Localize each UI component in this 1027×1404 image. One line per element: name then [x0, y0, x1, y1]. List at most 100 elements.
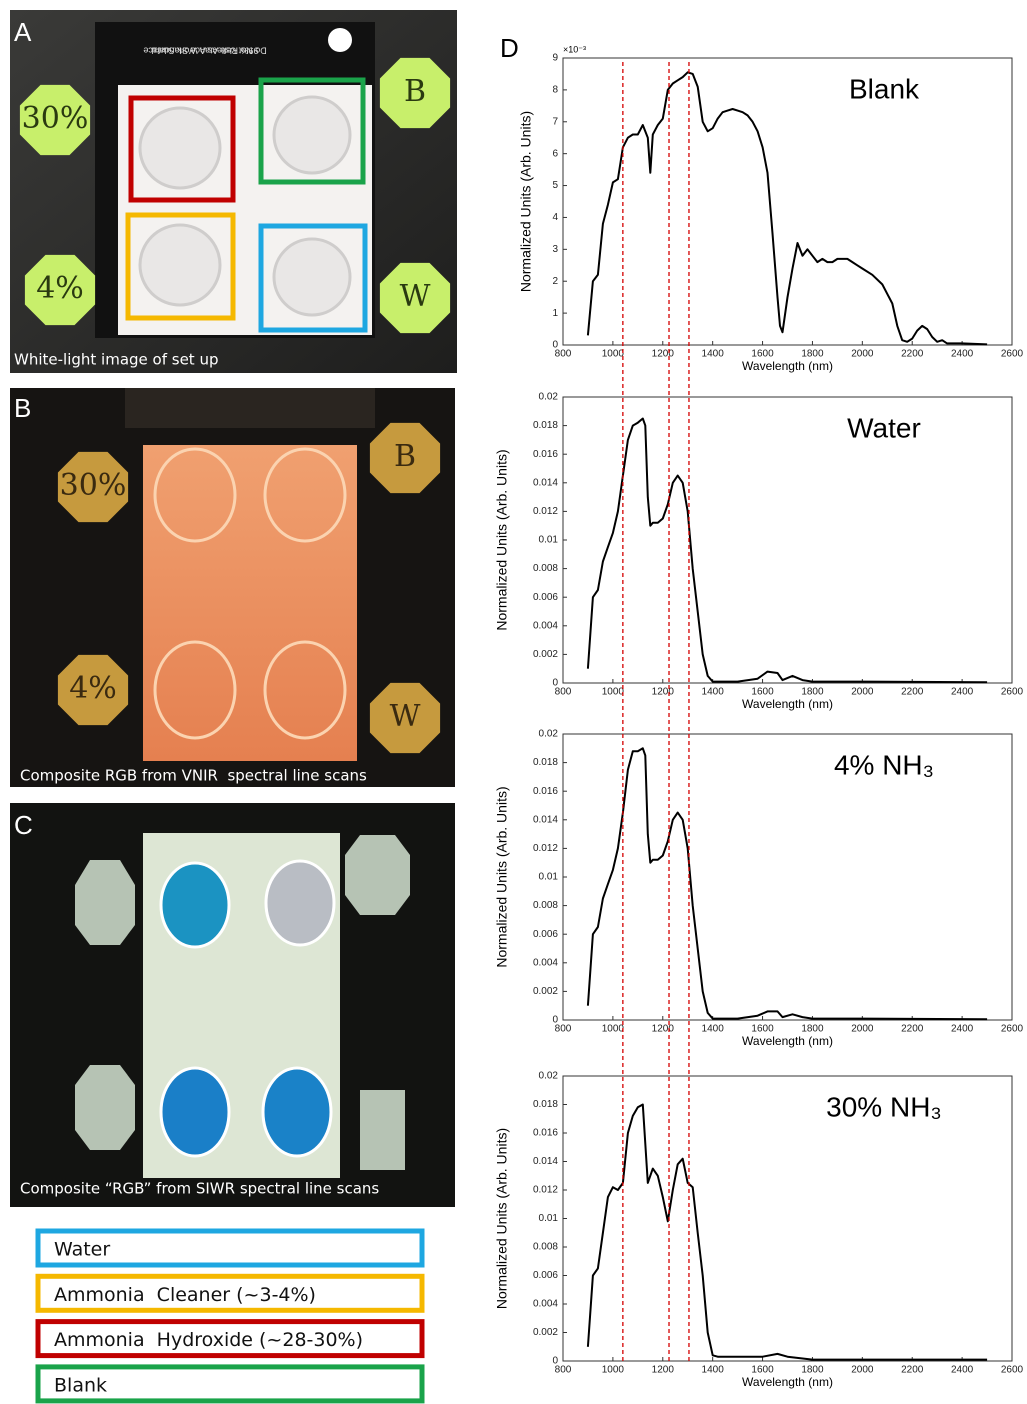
x-tick-label: 1000 [602, 687, 625, 698]
caption: Composite “RGB” from SIWR spectral line … [20, 1180, 379, 1198]
x-tick-label: 2400 [951, 349, 974, 360]
y-tick-label: 0.02 [539, 1071, 559, 1082]
note-text: W [390, 699, 421, 734]
y-tick-label: 0 [552, 340, 558, 351]
y-tick-label: 0.016 [533, 449, 558, 460]
x-tick-label: 1800 [801, 349, 824, 360]
y-tick-label: 8 [552, 85, 558, 96]
dish [140, 108, 220, 188]
x-tick-label: 2000 [851, 1024, 874, 1035]
x-tick-label: 1000 [602, 1024, 625, 1035]
y-tick-label: 0 [552, 1356, 558, 1367]
spectrum-line [588, 72, 987, 344]
x-tick-label: 2400 [951, 1024, 974, 1035]
x-tick-label: 1000 [602, 1365, 625, 1376]
y-tick-label: 3 [552, 244, 558, 255]
x-tick-label: 2200 [901, 1365, 924, 1376]
note-text: B [394, 439, 416, 474]
y-tick-label: 0.004 [533, 957, 558, 968]
x-tick-label: 1200 [652, 1024, 675, 1035]
board-text: Do Not Use As A Work Surface [143, 46, 266, 56]
y-tick-label: 0.014 [533, 814, 558, 825]
y-tick-label: 0.004 [533, 1299, 558, 1310]
dish [161, 1068, 229, 1156]
x-tick-label: 2400 [951, 687, 974, 698]
legend-label: Water [54, 1239, 110, 1261]
y-tick-label: 0.018 [533, 420, 558, 431]
y-axis-label: Normalized Units (Arb. Units) [494, 449, 510, 630]
y-tick-label: 4 [552, 212, 558, 223]
y-axis-label: Normalized Units (Arb. Units) [494, 786, 510, 967]
spectrum-line [588, 419, 987, 683]
y-tick-label: 0.002 [533, 1327, 558, 1338]
y-tick-label: 0.006 [533, 592, 558, 603]
y-tick-label: 0.018 [533, 757, 558, 768]
y-tick-label: 2 [552, 276, 558, 287]
x-tick-label: 1400 [702, 687, 725, 698]
x-tick-label: 2600 [1001, 349, 1024, 360]
x-tick-label: 1800 [801, 1365, 824, 1376]
x-tick-label: 2200 [901, 349, 924, 360]
panel-label: D [500, 33, 519, 63]
y-tick-label: 0.006 [533, 1270, 558, 1281]
plot-frame [563, 734, 1012, 1020]
x-tick-label: 2400 [951, 1365, 974, 1376]
y-tick-label: 0.02 [539, 729, 559, 740]
y-axis-label: Normalized Units (Arb. Units) [518, 111, 534, 292]
y-tick-label: 0.012 [533, 843, 558, 854]
x-tick-label: 2000 [851, 349, 874, 360]
y-tick-label: 0.008 [533, 900, 558, 911]
dish [266, 861, 334, 945]
x-tick-label: 1200 [652, 1365, 675, 1376]
legend-label: Ammonia Cleaner (~3-4%) [54, 1284, 316, 1306]
panel-label: A [14, 17, 32, 47]
x-tick-label: 1400 [702, 1024, 725, 1035]
y-tick-label: 7 [552, 116, 558, 127]
y-tick-label: 0.016 [533, 786, 558, 797]
y-tick-label: 0.008 [533, 563, 558, 574]
x-tick-label: 2000 [851, 687, 874, 698]
panel-label: B [14, 393, 31, 423]
x-axis-label: Wavelength (nm) [742, 697, 833, 711]
x-tick-label: 1400 [702, 349, 725, 360]
y-tick-label: 0.004 [533, 620, 558, 631]
chart-title: 30% NH₃ [826, 1091, 942, 1122]
x-tick-label: 1400 [702, 1365, 725, 1376]
plot-frame [563, 1076, 1012, 1361]
x-axis-label: Wavelength (nm) [742, 1375, 833, 1389]
x-tick-label: 2600 [1001, 687, 1024, 698]
caption: White-light image of set up [14, 351, 218, 369]
note-text: W [400, 279, 431, 314]
y-tick-label: 0 [552, 1015, 558, 1026]
note-text: B [404, 74, 426, 109]
note-text: 4% [69, 671, 117, 706]
logo [328, 28, 352, 52]
x-axis-label: Wavelength (nm) [742, 359, 833, 373]
note-text: 30% [22, 101, 89, 136]
legend-label: Blank [54, 1374, 107, 1396]
dish [274, 239, 350, 315]
y-tick-label: 9 [552, 53, 558, 64]
dish [140, 225, 220, 305]
x-tick-label: 1800 [801, 1024, 824, 1035]
figure: 99% Reflectance Standard Do Not Use As A… [0, 0, 1027, 1404]
x-tick-label: 1600 [751, 687, 774, 698]
x-tick-label: 1200 [652, 349, 675, 360]
y-tick-label: 0.01 [539, 535, 559, 546]
panel-c: C Composite “RGB” from SIWR spectral lin… [10, 803, 455, 1207]
y-tick-label: 0.002 [533, 649, 558, 660]
dish [263, 1068, 331, 1156]
caption: Composite RGB from VNIR spectral line sc… [20, 767, 367, 785]
x-tick-label: 1000 [602, 349, 625, 360]
x-tick-label: 2600 [1001, 1024, 1024, 1035]
y-tick-label: 0 [552, 678, 558, 689]
plot-frame [563, 397, 1012, 683]
x-tick-label: 1600 [751, 1024, 774, 1035]
spectrum-line [588, 1105, 987, 1360]
y-tick-label: 0.014 [533, 477, 558, 488]
sticky-note [360, 1090, 405, 1170]
note-text: 30% [60, 468, 127, 503]
legend-label: Ammonia Hydroxide (~28-30%) [54, 1329, 363, 1351]
chart-title: Water [847, 412, 921, 443]
sticky-note [75, 1065, 135, 1150]
